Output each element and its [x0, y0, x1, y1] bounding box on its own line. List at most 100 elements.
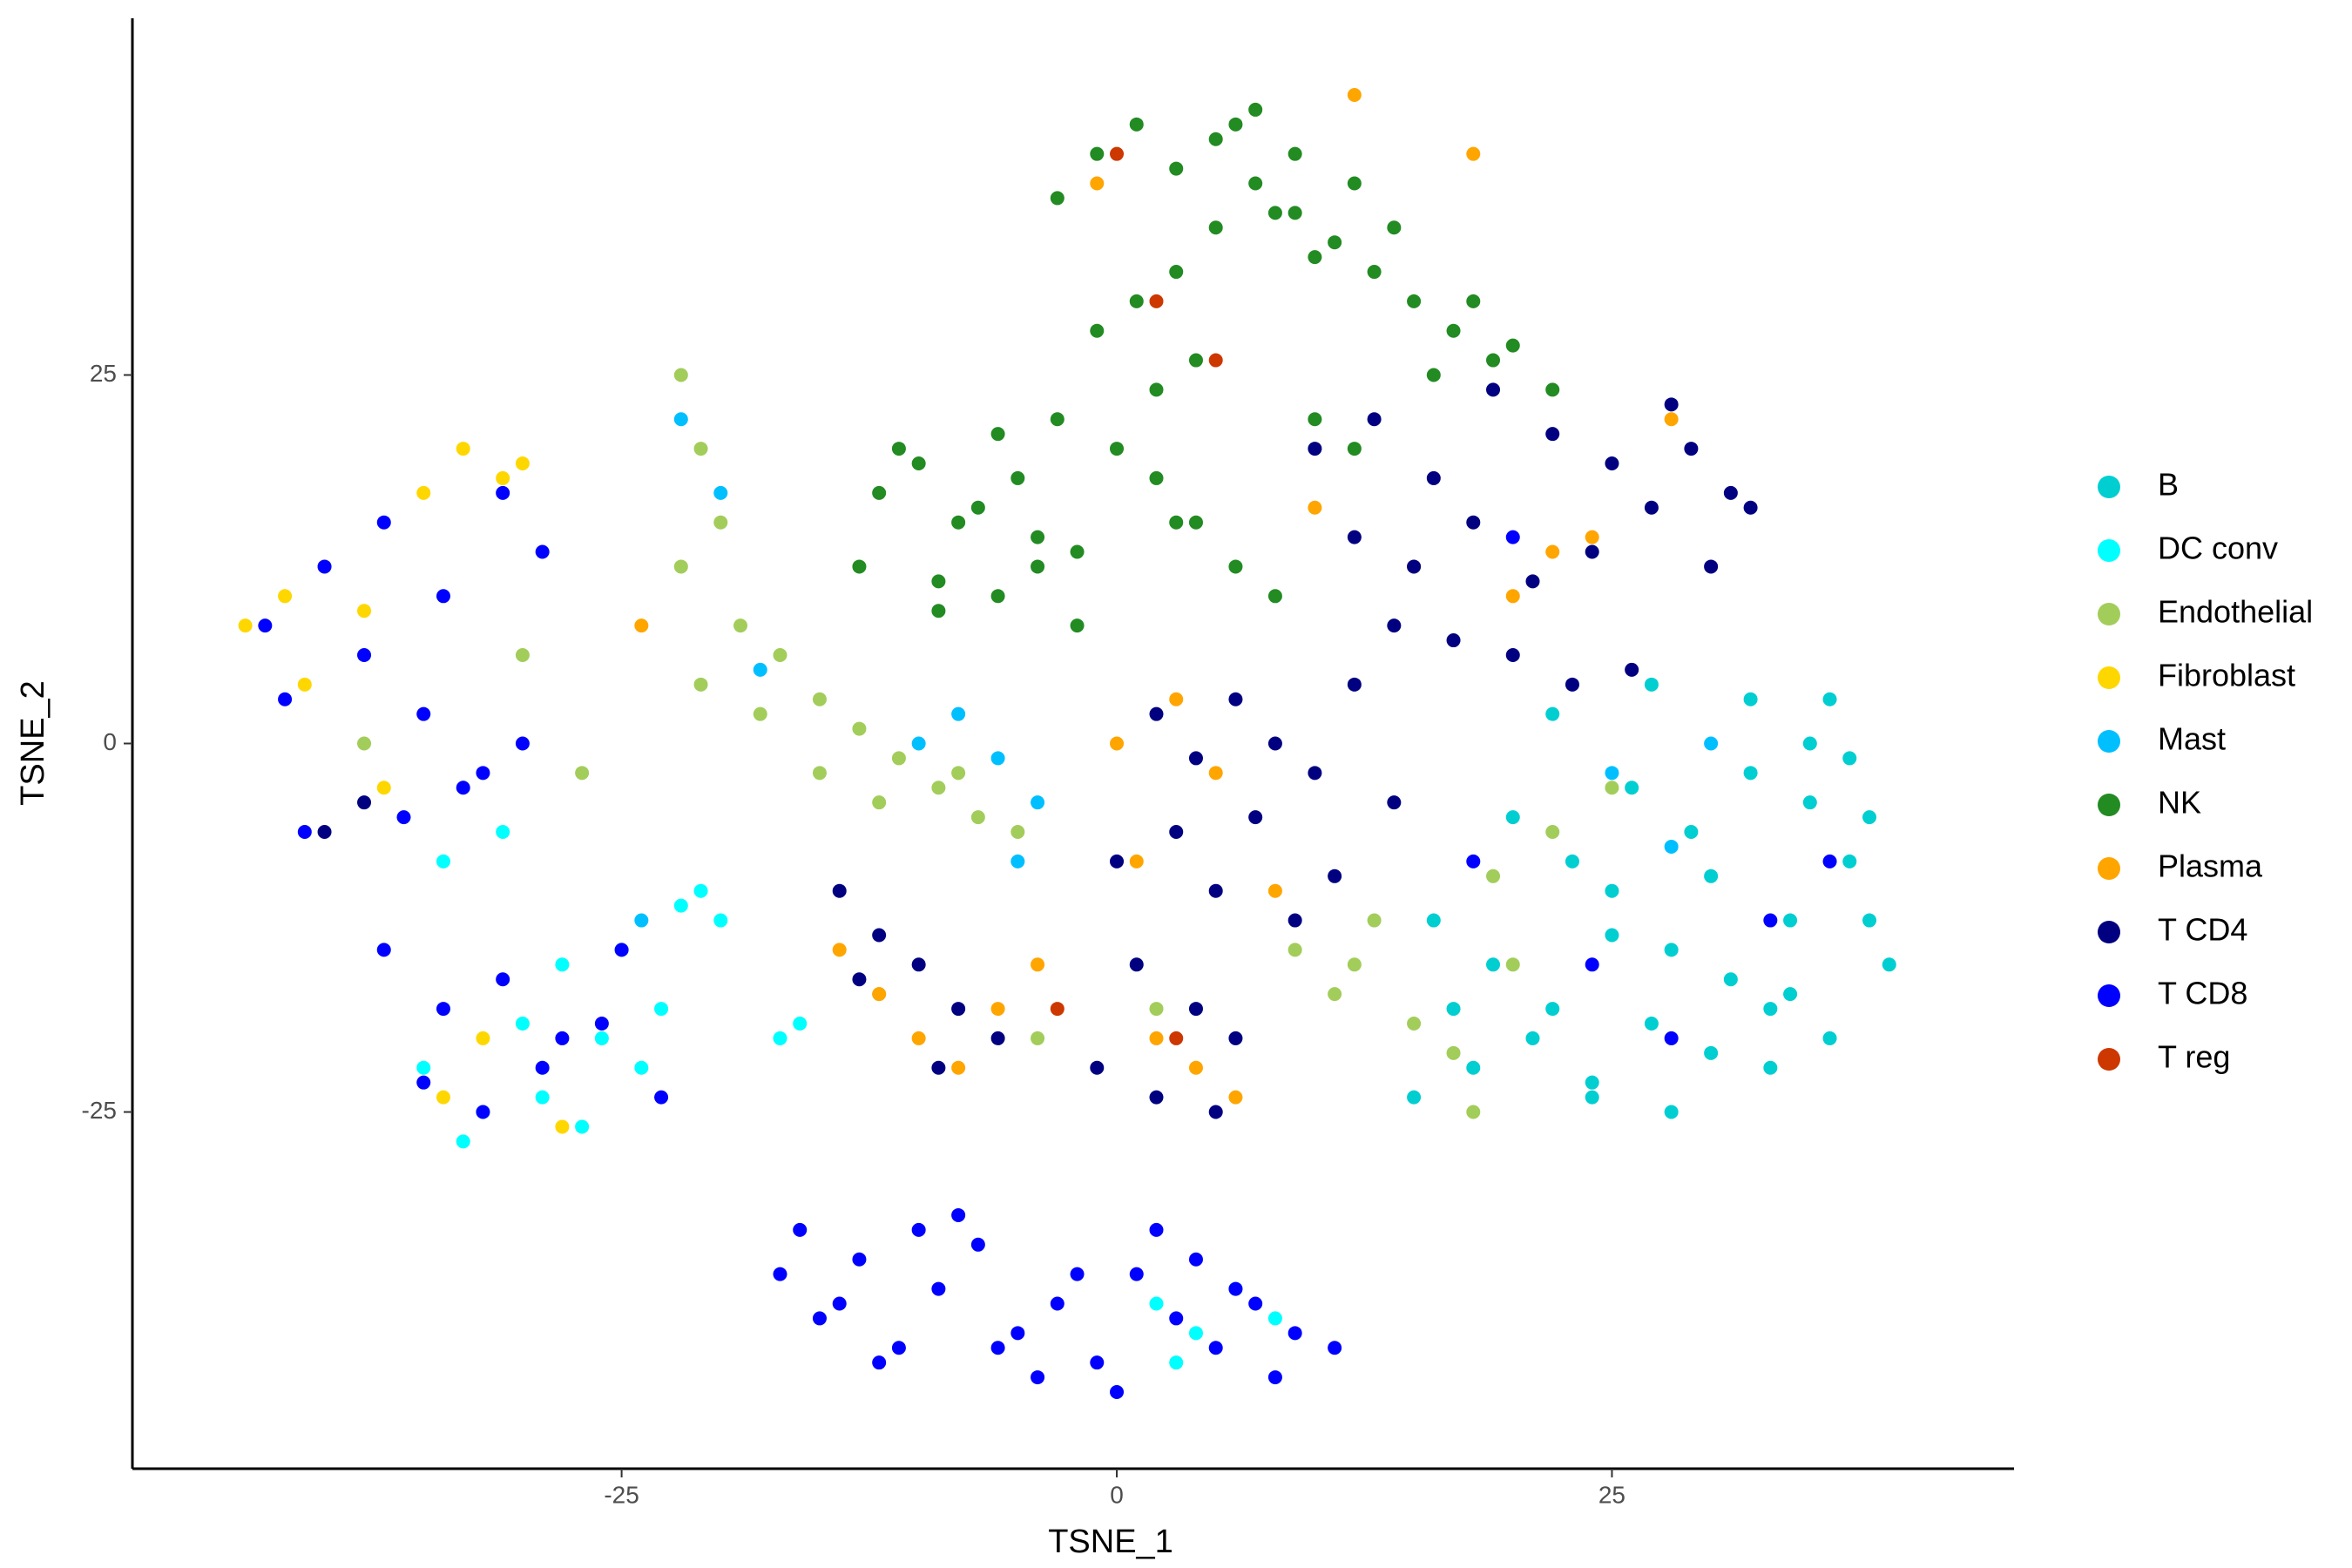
- y-tick-label: 0: [103, 728, 117, 755]
- point: [376, 515, 391, 530]
- point: [1822, 692, 1837, 706]
- point: [575, 1119, 590, 1134]
- point: [1505, 957, 1520, 972]
- point: [416, 1075, 431, 1090]
- point: [1367, 265, 1382, 280]
- point: [258, 618, 273, 633]
- point: [476, 1031, 490, 1045]
- point: [654, 1090, 669, 1105]
- point: [1625, 781, 1639, 795]
- point: [1031, 530, 1045, 544]
- point: [1149, 294, 1164, 308]
- point: [990, 1031, 1005, 1045]
- point: [1723, 485, 1738, 500]
- legend-label: Endothelial: [2158, 594, 2313, 630]
- point: [1862, 913, 1877, 928]
- point: [1387, 220, 1402, 235]
- point: [911, 736, 926, 751]
- point: [852, 559, 867, 574]
- point: [357, 604, 372, 618]
- point: [1862, 810, 1877, 825]
- legend-swatch: [2098, 1048, 2120, 1071]
- point: [1050, 191, 1064, 206]
- point: [1308, 500, 1322, 515]
- legend-label: T CD4: [2158, 912, 2247, 948]
- point: [852, 972, 867, 987]
- point: [1129, 854, 1144, 868]
- point: [1426, 470, 1441, 485]
- point: [1565, 677, 1579, 692]
- point: [1129, 1267, 1144, 1281]
- point: [1545, 544, 1560, 559]
- point: [1585, 957, 1599, 972]
- point: [1169, 825, 1184, 840]
- point: [1208, 883, 1223, 898]
- point: [1505, 589, 1520, 604]
- point: [1704, 1045, 1719, 1060]
- point: [1149, 470, 1164, 485]
- point: [832, 943, 847, 957]
- point: [1208, 220, 1223, 235]
- point: [396, 810, 411, 825]
- point: [1605, 928, 1619, 943]
- y-tick-label: 25: [90, 360, 117, 387]
- point: [1267, 206, 1282, 220]
- point: [1585, 1075, 1599, 1090]
- point: [1743, 692, 1758, 706]
- point: [1664, 412, 1679, 427]
- point: [951, 1207, 966, 1222]
- point: [1644, 677, 1659, 692]
- point: [357, 795, 372, 810]
- point: [812, 766, 827, 781]
- point: [1169, 515, 1184, 530]
- point: [555, 1119, 570, 1134]
- point: [931, 1060, 946, 1075]
- point: [693, 883, 708, 898]
- point: [456, 442, 470, 456]
- point: [1050, 412, 1064, 427]
- point: [931, 574, 946, 589]
- point: [297, 677, 312, 692]
- point: [1208, 1341, 1223, 1355]
- legend-label: DC conv: [2158, 531, 2278, 566]
- x-tick-label: 0: [1110, 1481, 1124, 1508]
- point: [753, 706, 767, 721]
- point: [733, 618, 748, 633]
- point: [1743, 766, 1758, 781]
- point: [1407, 294, 1422, 308]
- point: [1842, 854, 1857, 868]
- legend-swatch: [2098, 603, 2120, 625]
- point: [1169, 161, 1184, 176]
- point: [1486, 353, 1501, 368]
- point: [1585, 1090, 1599, 1105]
- point: [515, 736, 530, 751]
- point: [1664, 1105, 1679, 1119]
- point: [1704, 559, 1719, 574]
- point: [832, 1296, 847, 1311]
- point: [1605, 781, 1619, 795]
- point: [693, 677, 708, 692]
- point: [1763, 913, 1778, 928]
- point: [1407, 1016, 1422, 1031]
- point: [931, 781, 946, 795]
- point: [1248, 1296, 1263, 1311]
- point: [1188, 353, 1203, 368]
- point: [456, 781, 470, 795]
- point: [1466, 146, 1481, 161]
- point: [1347, 87, 1362, 102]
- point: [1328, 235, 1342, 250]
- legend-label: T CD8: [2158, 976, 2247, 1011]
- point: [476, 766, 490, 781]
- point: [1149, 706, 1164, 721]
- point: [1407, 1090, 1422, 1105]
- point: [990, 1341, 1005, 1355]
- legend-label: T reg: [2158, 1039, 2230, 1075]
- point: [515, 456, 530, 471]
- point: [1090, 1060, 1105, 1075]
- point: [1050, 1296, 1064, 1311]
- point: [713, 515, 728, 530]
- point: [1704, 736, 1719, 751]
- point: [1525, 1031, 1540, 1045]
